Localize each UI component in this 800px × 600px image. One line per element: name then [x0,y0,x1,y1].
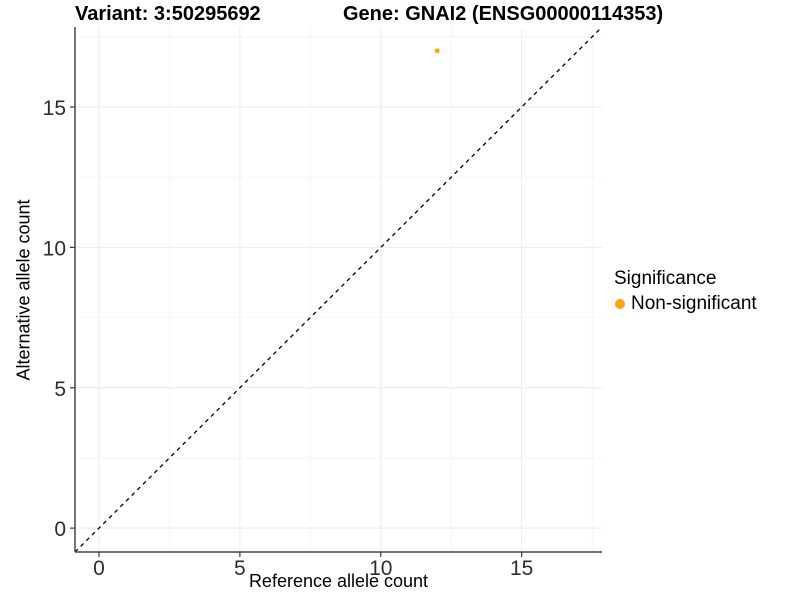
x-tick-label: 10 [369,557,392,580]
x-tick-label: 15 [510,557,533,580]
y-tick-label: 15 [43,97,66,120]
data-point [434,48,440,54]
legend: Significance Non-significant [614,268,757,315]
identity-line [74,26,603,553]
y-tick-label: 0 [54,518,66,541]
y-tick-label: 5 [54,378,66,401]
legend-entry: Non-significant [615,293,757,315]
y-tick-label: 10 [43,237,66,260]
x-tick-label: 5 [234,557,246,580]
x-axis-title: Reference allele count [248,571,429,591]
x-tick-label: 0 [93,557,105,580]
plot-title-gene: Gene: GNAI2 (ENSG00000114353) [343,3,664,25]
legend-title: Significance [614,268,717,289]
plot-title-variant: Variant: 3:50295692 [75,3,261,25]
legend-entry-label: Non-significant [631,293,757,314]
y-axis-title: Alternative allele count [13,199,34,381]
legend-point-icon [615,299,625,309]
